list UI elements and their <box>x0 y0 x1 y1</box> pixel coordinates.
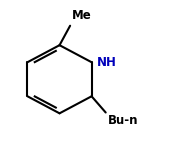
Text: Bu-n: Bu-n <box>107 114 138 127</box>
Text: NH: NH <box>97 56 117 69</box>
Text: Me: Me <box>72 9 92 22</box>
